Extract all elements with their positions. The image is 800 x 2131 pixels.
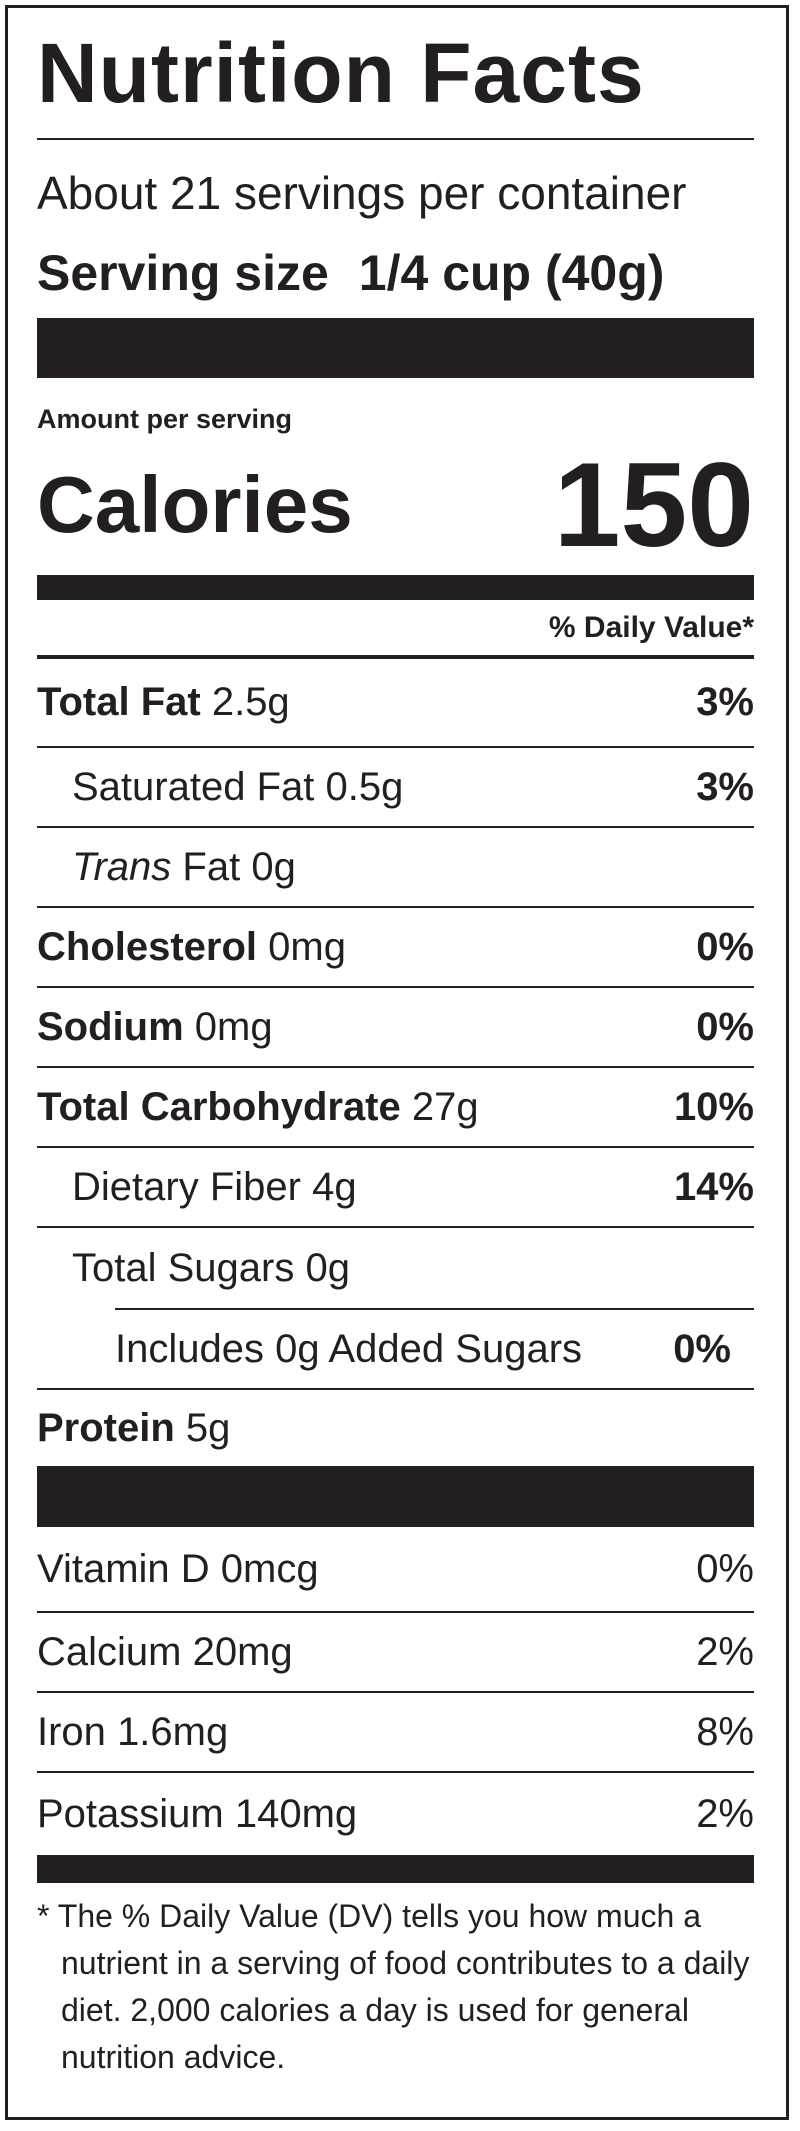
- nutrient-amount: 0g: [305, 1245, 350, 1290]
- nutrient-row: Dietary Fiber 4g 14%: [37, 1148, 754, 1228]
- serving-size: Serving size 1/4 cup (40g): [37, 228, 754, 318]
- nutrient-row: Cholesterol 0mg 0%: [37, 908, 754, 988]
- nutrient-dv: 10%: [673, 1084, 754, 1129]
- nutrient-amount: 5g: [185, 1405, 231, 1450]
- nutrient-row: Protein 5g: [37, 1388, 754, 1466]
- servings: About 21 servings per container: [37, 167, 687, 219]
- nutrient-amount: 0.5g: [325, 764, 404, 809]
- vitamin-name: Iron: [37, 1709, 106, 1754]
- vitamin-row: Calcium 20mg 2%: [37, 1613, 754, 1693]
- vitamin-dv: 2%: [696, 1629, 754, 1674]
- nutrient-amount: 2.5g: [211, 680, 290, 724]
- serving-size-label: Serving size: [37, 245, 329, 301]
- nutrient-dv: 0%: [696, 924, 754, 969]
- vitamin-name: Potassium: [37, 1791, 224, 1836]
- nutrient-amount: 0mg: [268, 924, 346, 969]
- vitamin-name: Vitamin D: [37, 1546, 210, 1591]
- nutrient-amount: 0g: [251, 844, 296, 889]
- nutrient-dv: 0%: [696, 1004, 754, 1049]
- nutrient-amount: 27g: [411, 1084, 479, 1129]
- vitamin-amount: 20mg: [192, 1629, 293, 1674]
- serving-size-value: 1/4 cup (40g): [358, 245, 665, 301]
- nutrient-row: Total Fat 2.5g 3%: [37, 659, 754, 748]
- nutrient-name: Total Sugars: [72, 1245, 295, 1290]
- nutrient-row: Saturated Fat 0.5g 3%: [37, 748, 754, 828]
- nutrient-name: Sodium: [37, 1004, 184, 1049]
- medium-bar: [37, 575, 754, 600]
- nutrient-name: Dietary Fiber: [72, 1164, 301, 1209]
- nutrient-row: Includes 0g Added Sugars 0%: [115, 1310, 731, 1388]
- nutrient-dv: 3%: [696, 764, 754, 809]
- vitamin-amount: 140mg: [234, 1791, 358, 1836]
- nutrient-name: Total Carbohydrate: [37, 1084, 401, 1129]
- calories-label: Calories: [37, 460, 353, 549]
- nutrient-name: Cholesterol: [37, 924, 258, 969]
- vitamin-name: Calcium: [37, 1629, 182, 1674]
- nutrient-row: Trans Fat 0g: [37, 828, 754, 908]
- vitamin-row: Iron 1.6mg 8%: [37, 1693, 754, 1773]
- nutrient-row: Total Sugars 0g: [37, 1228, 754, 1308]
- nutrient-amount: 0mg: [194, 1004, 273, 1049]
- vitamin-row: Vitamin D 0mcg 0%: [37, 1527, 754, 1613]
- calories-value: 150: [553, 438, 754, 572]
- thick-bar: [37, 318, 754, 378]
- vitamin-row: Potassium 140mg 2%: [37, 1773, 754, 1855]
- nutrient-name: Includes 0g Added Sugars: [115, 1326, 583, 1371]
- footnote: * The % Daily Value (DV) tells you how m…: [37, 1898, 750, 2075]
- nutrient-dv: 0%: [673, 1326, 731, 1371]
- vitamin-dv: 8%: [696, 1709, 754, 1754]
- nutrient-row: Sodium 0mg 0%: [37, 988, 754, 1068]
- amount-per-serving: Amount per serving: [37, 404, 293, 434]
- calories-row: Calories 150: [37, 435, 754, 575]
- vitamin-amount: 1.6mg: [117, 1709, 229, 1754]
- vitamin-dv: 2%: [696, 1791, 754, 1836]
- vitamin-dv: 0%: [696, 1546, 754, 1591]
- added-sugars-block: Includes 0g Added Sugars 0%: [115, 1308, 754, 1388]
- nutrient-row: Total Carbohydrate 27g 10%: [37, 1068, 754, 1148]
- nutrient-name-italic: Trans: [72, 844, 172, 889]
- title: Nutrition Facts: [37, 8, 754, 140]
- nutrient-dv: 14%: [673, 1164, 754, 1209]
- daily-value-header: % Daily Value*: [37, 600, 754, 659]
- nutrient-amount: 4g: [312, 1164, 357, 1209]
- thick-bar: [37, 1466, 754, 1527]
- nutrient-name: Total Fat: [37, 680, 201, 724]
- medium-bar: [37, 1855, 754, 1883]
- nutrient-name: Protein: [37, 1405, 175, 1450]
- nutrient-dv: 3%: [696, 680, 754, 724]
- nutrient-name: Fat: [182, 844, 241, 889]
- nutrient-name: Saturated Fat: [72, 764, 315, 809]
- nutrition-label: Nutrition Facts About 21 servings per co…: [5, 5, 789, 2120]
- vitamin-amount: 0mcg: [220, 1546, 319, 1591]
